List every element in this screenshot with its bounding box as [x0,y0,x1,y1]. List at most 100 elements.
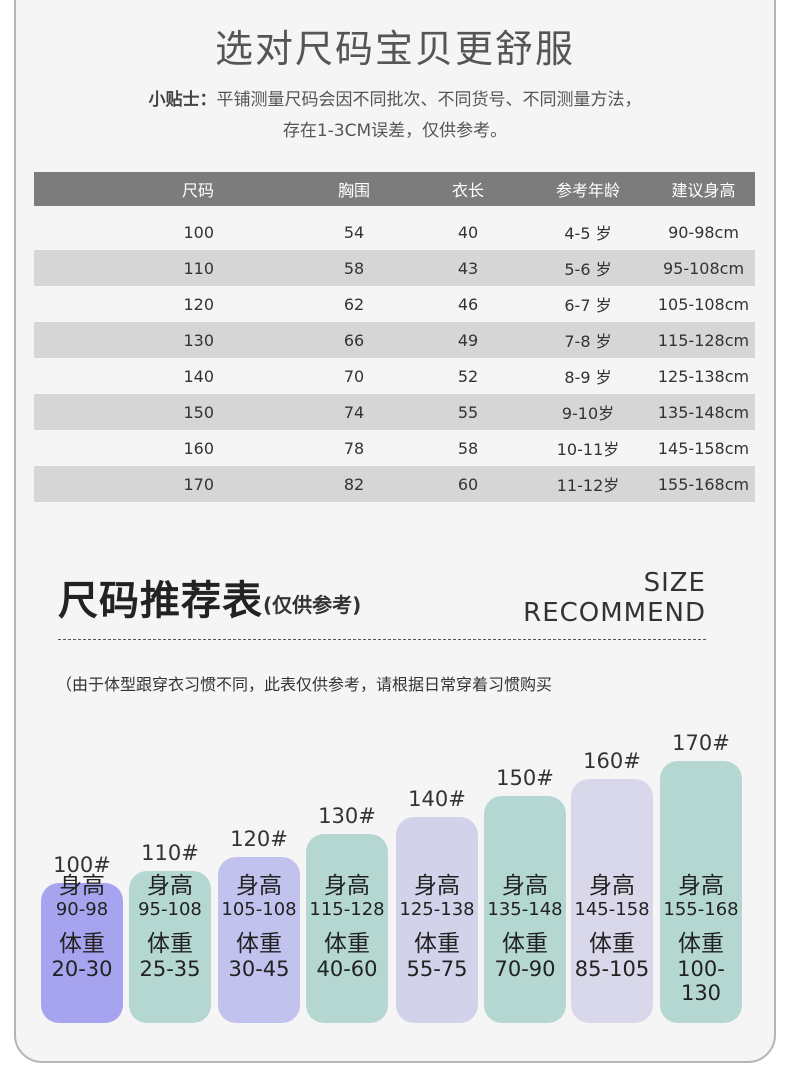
size-bar: 身高 95-108 体重 25-35 [129,871,211,1023]
table-cell: 66 [343,330,365,350]
table-row: 170 82 60 11-12岁 155-168cm [34,466,755,502]
table-cell: 70 [343,366,365,386]
bar-weight-value: 20-30 [51,957,113,981]
table-cell: 110 [183,258,214,278]
table-row: 140 70 52 8-9 岁 125-138cm [34,358,755,394]
table-cell: 82 [343,474,365,494]
bar-height-label: 身高 [678,873,724,899]
bar-weight-label: 体重 [589,931,635,957]
table-cell: 74 [343,402,365,422]
table-cell: 120 [183,294,214,314]
table-row: 160 78 58 10-11岁 145-158cm [34,430,755,466]
bar-height-value: 115-128 [309,899,385,920]
bar-weight-value: 30-45 [228,957,290,981]
table-cell: 7-8 岁 [564,332,612,351]
bar-weight-label: 体重 [236,931,282,957]
table-row: 130 66 49 7-8 岁 115-128cm [34,322,755,358]
size-bar: 身高 145-158 体重 85-105 [571,779,653,1023]
table-cell: 5-6 岁 [564,260,612,279]
bar-size-label: 150# [496,766,554,790]
bar-height-label: 身高 [502,873,548,899]
size-bar: 身高 90-98 体重 20-30 [41,873,123,1023]
bar-size-label: 100# [53,853,111,877]
table-cell: 105-108cm [657,294,750,314]
bar-height-label: 身高 [589,873,635,899]
bar-height-label: 身高 [324,873,370,899]
bar-size-label: 110# [141,841,199,865]
table-cell: 145-158cm [657,438,750,458]
size-en-line2: RECOMMEND [523,598,706,628]
page-title: 选对尺码宝贝更舒服 [214,27,575,71]
table-cell: 140 [183,366,214,386]
table-cell: 54 [343,222,365,242]
table-cell: 9-10岁 [561,404,615,423]
table-header-cell: 参考年龄 [555,181,620,200]
table-header-cell: 尺码 [181,181,214,200]
table-cell: 170 [183,474,214,494]
table-cell: 6-7 岁 [564,296,612,315]
table-cell: 52 [457,366,479,386]
bar-height-label: 身高 [147,873,193,899]
bar-weight-value: 55-75 [406,957,468,981]
table-cell: 10-11岁 [556,440,620,459]
table-cell: 95-108cm [662,258,745,278]
table-cell: 150 [183,402,214,422]
table-cell: 4-5 岁 [564,224,612,243]
table-cell: 60 [457,474,479,494]
bar-weight-value: 40-60 [316,957,378,981]
table-cell: 40 [457,222,479,242]
bar-height-label: 身高 [414,873,460,899]
table-cell: 58 [343,258,365,278]
table-header-cell: 胸围 [337,181,370,200]
table-cell: 8-9 岁 [564,368,612,387]
recommend-title: 尺码推荐表 [58,578,263,624]
bar-weight-label: 体重 [147,931,193,957]
table-row: 150 74 55 9-10岁 135-148cm [34,394,755,430]
table-cell: 55 [457,402,479,422]
table-cell: 49 [457,330,479,350]
table-cell: 78 [343,438,365,458]
table-cell: 155-168cm [657,474,750,494]
tip-line-1: 小贴士：平铺测量尺码会因不同批次、不同货号、不同测量方法， [0,85,790,110]
table-cell: 11-12岁 [556,476,620,495]
table-cell: 43 [457,258,479,278]
table-cell: 135-148cm [657,402,750,422]
table-header-cell: 衣长 [451,181,484,200]
bar-weight-label: 体重 [414,931,460,957]
bar-height-value: 105-108 [221,899,297,920]
table-row: 120 62 46 6-7 岁 105-108cm [34,286,755,322]
bar-height-label: 身高 [236,873,282,899]
table-cell: 46 [457,294,479,314]
bar-height-value: 145-158 [574,899,650,920]
bar-height-value: 135-148 [487,899,563,920]
bar-weight-value: 25-35 [139,957,201,981]
table-header-row: 尺码 胸围 衣长 参考年龄 建议身高 [34,172,755,206]
bar-size-label: 130# [318,804,376,828]
bar-weight-value: 70-90 [494,957,556,981]
bar-size-label: 120# [230,827,288,851]
dashed-divider [58,639,706,640]
tip-line-2: 存在1-3CM误差，仅供参考。 [282,121,508,141]
bar-size-label: 170# [672,731,730,755]
bar-weight-label: 体重 [502,931,548,957]
bar-weight-label: 体重 [678,931,724,957]
size-bar: 身高 105-108 体重 30-45 [218,857,300,1023]
table-cell: 125-138cm [657,366,750,386]
size-bar: 身高 115-128 体重 40-60 [306,834,388,1023]
table-cell: 58 [457,438,479,458]
table-cell: 90-98cm [668,222,739,242]
size-bar: 身高 135-148 体重 70-90 [484,796,566,1023]
table-header-cell: 建议身高 [671,181,736,200]
table-row: 100 54 40 4-5 岁 90-98cm [34,214,755,250]
recommend-subtitle: (仅供参考) [263,593,362,617]
bar-size-label: 140# [408,787,466,811]
bar-weight-label: 体重 [59,931,105,957]
table-cell: 115-128cm [657,330,750,350]
table-cell: 160 [183,438,214,458]
size-bar: 身高 155-168 体重 100-130 [660,761,742,1023]
bar-weight-value: 100-130 [677,957,725,1005]
tip-text-1: 平铺测量尺码会因不同批次、不同货号、不同测量方法， [216,90,642,110]
bar-height-value: 125-138 [399,899,475,920]
table-row: 110 58 43 5-6 岁 95-108cm [34,250,755,286]
bar-weight-label: 体重 [324,931,370,957]
